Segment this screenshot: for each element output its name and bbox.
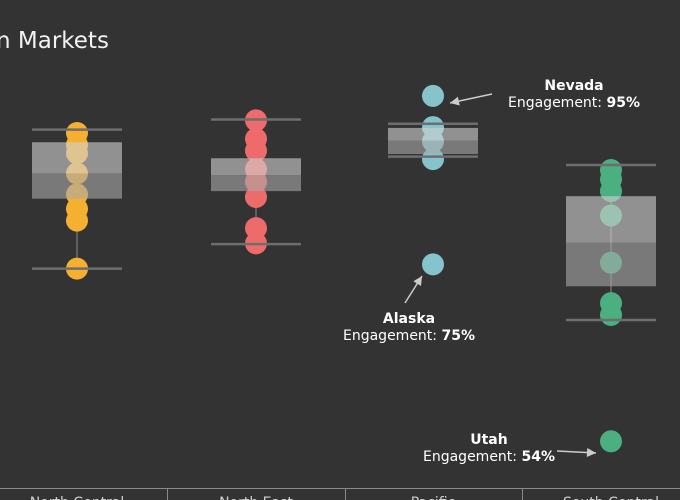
data-point-south-central: [600, 430, 622, 453]
annotation-arrow-nevada-head: [450, 96, 460, 106]
data-point-north-east: [245, 186, 267, 208]
x-tick-label: North Central: [30, 495, 125, 500]
box-upper-pacific: [388, 127, 478, 141]
annotation-state: Alaska: [382, 311, 436, 327]
data-point-north-east: [245, 217, 267, 240]
annotation-arrow-utah-head: [586, 448, 596, 458]
box-lower-south-central: [566, 242, 656, 287]
data-point-north-east: [245, 127, 267, 150]
data-point-south-central: [600, 159, 622, 182]
annotation-value: 75%: [441, 328, 475, 344]
box-lower-north-central: [32, 173, 122, 199]
chart-title: n Markets: [0, 28, 109, 54]
annotation-nevada: Nevada Engagement: 95%: [508, 78, 640, 112]
annotation-arrow-alaska-head: [413, 276, 422, 287]
data-point-north-central: [66, 121, 88, 144]
x-tick-label: Pacific: [411, 495, 456, 500]
annotation-value: 95%: [606, 95, 640, 111]
box-lower-pacific: [388, 140, 478, 155]
data-point-pacific: [422, 253, 444, 276]
annotation-value: 54%: [521, 449, 555, 465]
x-tick-label: South Central: [563, 495, 659, 500]
box-upper-north-east: [211, 158, 301, 176]
annotation-state: Nevada: [544, 78, 604, 94]
x-tick-label: North East: [219, 495, 293, 500]
annotation-label: Engagement:: [423, 449, 518, 465]
data-point-pacific: [422, 84, 444, 107]
annotation-utah: Utah Engagement: 54%: [423, 432, 555, 466]
annotation-label: Engagement:: [508, 95, 603, 111]
box-upper-south-central: [566, 196, 656, 243]
annotation-alaska: Alaska Engagement: 75%: [343, 311, 475, 345]
annotation-state: Utah: [470, 432, 508, 448]
annotation-label: Engagement:: [343, 328, 438, 344]
data-point-south-central: [600, 292, 622, 315]
box-lower-north-east: [211, 175, 301, 192]
box-upper-north-central: [32, 142, 122, 174]
